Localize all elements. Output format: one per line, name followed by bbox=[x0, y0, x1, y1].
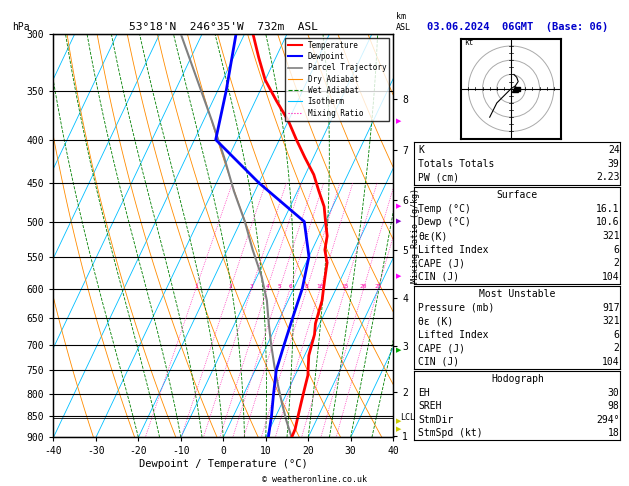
Text: Totals Totals: Totals Totals bbox=[418, 159, 494, 169]
Text: ▶: ▶ bbox=[396, 347, 402, 353]
Text: ▶: ▶ bbox=[396, 219, 402, 225]
Text: 917: 917 bbox=[602, 303, 620, 312]
Text: Pressure (mb): Pressure (mb) bbox=[418, 303, 494, 312]
Text: © weatheronline.co.uk: © weatheronline.co.uk bbox=[262, 474, 367, 484]
Text: StmDir: StmDir bbox=[418, 415, 454, 425]
Text: PW (cm): PW (cm) bbox=[418, 173, 459, 182]
Text: 2: 2 bbox=[614, 344, 620, 353]
Text: 03.06.2024  06GMT  (Base: 06): 03.06.2024 06GMT (Base: 06) bbox=[426, 21, 608, 32]
Text: hPa: hPa bbox=[13, 21, 30, 32]
Text: Hodograph: Hodograph bbox=[491, 374, 544, 384]
Text: 10: 10 bbox=[316, 283, 324, 289]
Text: 2.23: 2.23 bbox=[596, 173, 620, 182]
Text: ▶: ▶ bbox=[396, 417, 402, 424]
Text: ▶: ▶ bbox=[396, 118, 402, 124]
Text: 104: 104 bbox=[602, 357, 620, 367]
Text: 1: 1 bbox=[194, 283, 198, 289]
Text: 104: 104 bbox=[602, 272, 620, 282]
Text: 321: 321 bbox=[602, 231, 620, 241]
Text: ▶: ▶ bbox=[396, 426, 402, 432]
Text: 20: 20 bbox=[360, 283, 367, 289]
Text: 3: 3 bbox=[250, 283, 253, 289]
Text: LCL: LCL bbox=[400, 413, 415, 422]
Text: EH: EH bbox=[418, 388, 430, 398]
Text: 30: 30 bbox=[608, 388, 620, 398]
Text: 10.6: 10.6 bbox=[596, 218, 620, 227]
Text: CAPE (J): CAPE (J) bbox=[418, 344, 465, 353]
Text: 4: 4 bbox=[265, 283, 269, 289]
Text: StmSpd (kt): StmSpd (kt) bbox=[418, 429, 483, 438]
Text: 5: 5 bbox=[278, 283, 282, 289]
Text: CIN (J): CIN (J) bbox=[418, 357, 459, 367]
Text: θε(K): θε(K) bbox=[418, 231, 448, 241]
Text: ▶: ▶ bbox=[396, 204, 402, 209]
Text: ▶: ▶ bbox=[396, 273, 402, 279]
Text: 6: 6 bbox=[288, 283, 292, 289]
Text: 98: 98 bbox=[608, 401, 620, 411]
Text: 24: 24 bbox=[608, 145, 620, 155]
Text: 15: 15 bbox=[342, 283, 349, 289]
Text: 18: 18 bbox=[608, 429, 620, 438]
Text: Lifted Index: Lifted Index bbox=[418, 245, 489, 255]
Text: 39: 39 bbox=[608, 159, 620, 169]
Text: kt: kt bbox=[464, 37, 474, 47]
Text: 25: 25 bbox=[374, 283, 382, 289]
Text: Surface: Surface bbox=[497, 191, 538, 200]
Text: 2: 2 bbox=[228, 283, 232, 289]
Text: 2: 2 bbox=[614, 259, 620, 268]
Text: 321: 321 bbox=[602, 316, 620, 326]
Text: CAPE (J): CAPE (J) bbox=[418, 259, 465, 268]
Text: SREH: SREH bbox=[418, 401, 442, 411]
Text: Most Unstable: Most Unstable bbox=[479, 289, 555, 299]
Text: km
ASL: km ASL bbox=[396, 12, 411, 32]
Text: 294°: 294° bbox=[596, 415, 620, 425]
X-axis label: Dewpoint / Temperature (°C): Dewpoint / Temperature (°C) bbox=[139, 459, 308, 469]
Text: Dewp (°C): Dewp (°C) bbox=[418, 218, 471, 227]
Legend: Temperature, Dewpoint, Parcel Trajectory, Dry Adiabat, Wet Adiabat, Isotherm, Mi: Temperature, Dewpoint, Parcel Trajectory… bbox=[285, 38, 389, 121]
Text: 53°18'N  246°35'W  732m  ASL: 53°18'N 246°35'W 732m ASL bbox=[129, 21, 318, 32]
Text: Lifted Index: Lifted Index bbox=[418, 330, 489, 340]
Text: Temp (°C): Temp (°C) bbox=[418, 204, 471, 214]
Text: K: K bbox=[418, 145, 424, 155]
Text: CIN (J): CIN (J) bbox=[418, 272, 459, 282]
Y-axis label: Mixing Ratio (g/kg): Mixing Ratio (g/kg) bbox=[411, 188, 420, 283]
Text: 16.1: 16.1 bbox=[596, 204, 620, 214]
Text: 8: 8 bbox=[305, 283, 309, 289]
Text: θε (K): θε (K) bbox=[418, 316, 454, 326]
Text: 6: 6 bbox=[614, 330, 620, 340]
Text: 6: 6 bbox=[614, 245, 620, 255]
